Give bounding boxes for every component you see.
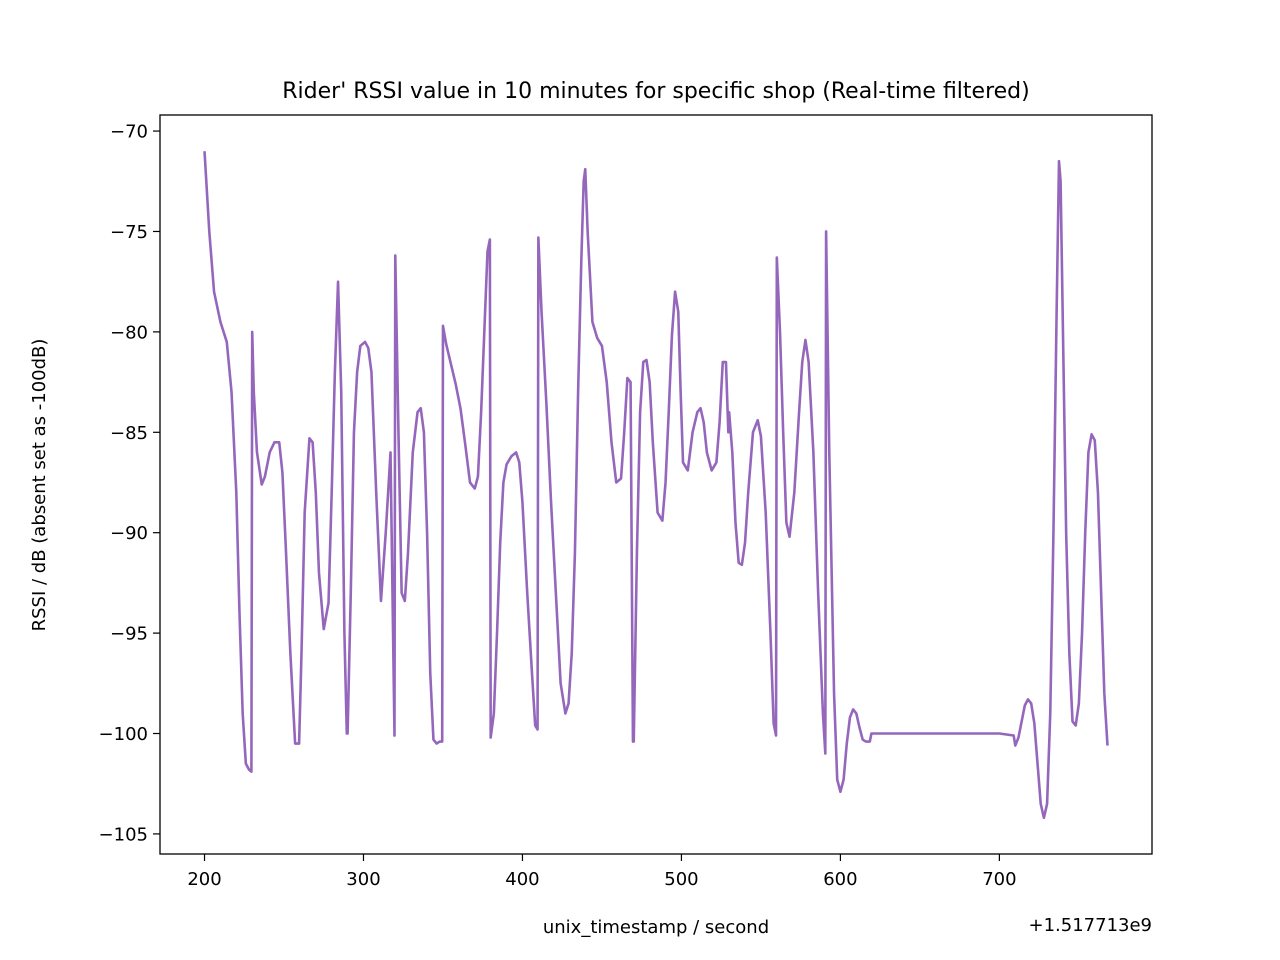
y-tick-label: −95 (110, 624, 148, 645)
axes-layer: 200 300 400 500 600 700 −70 −75 −80 −85 −90 −95 −100… (99, 114, 1153, 890)
x-axis-offset-label: +1.517713e9 (1029, 915, 1153, 936)
series-layer (203, 151, 1109, 820)
x-tick-label: 600 (823, 869, 857, 890)
y-tick-label: −100 (99, 724, 148, 745)
y-tick-label: −70 (110, 122, 148, 143)
x-tick-label: 500 (664, 869, 698, 890)
y-tick-label: −80 (110, 322, 148, 343)
x-tick-label: 400 (505, 869, 539, 890)
y-tick-label: −105 (99, 824, 148, 845)
y-axis-label: RSSI / dB (absent set as -100dB) (29, 339, 50, 632)
x-axis-label: unix_timestamp / second (543, 917, 769, 938)
chart-title: Rider' RSSI value in 10 minutes for spec… (282, 79, 1029, 104)
y-tick-label: −90 (110, 523, 148, 544)
y-tick-label: −85 (110, 423, 148, 444)
x-tick-label: 200 (187, 869, 221, 890)
series-line-0 (203, 151, 1109, 820)
x-tick-label: 300 (346, 869, 380, 890)
x-tick-label: 700 (982, 869, 1016, 890)
plot-frame (159, 114, 1153, 855)
y-tick-label: −75 (110, 222, 148, 243)
